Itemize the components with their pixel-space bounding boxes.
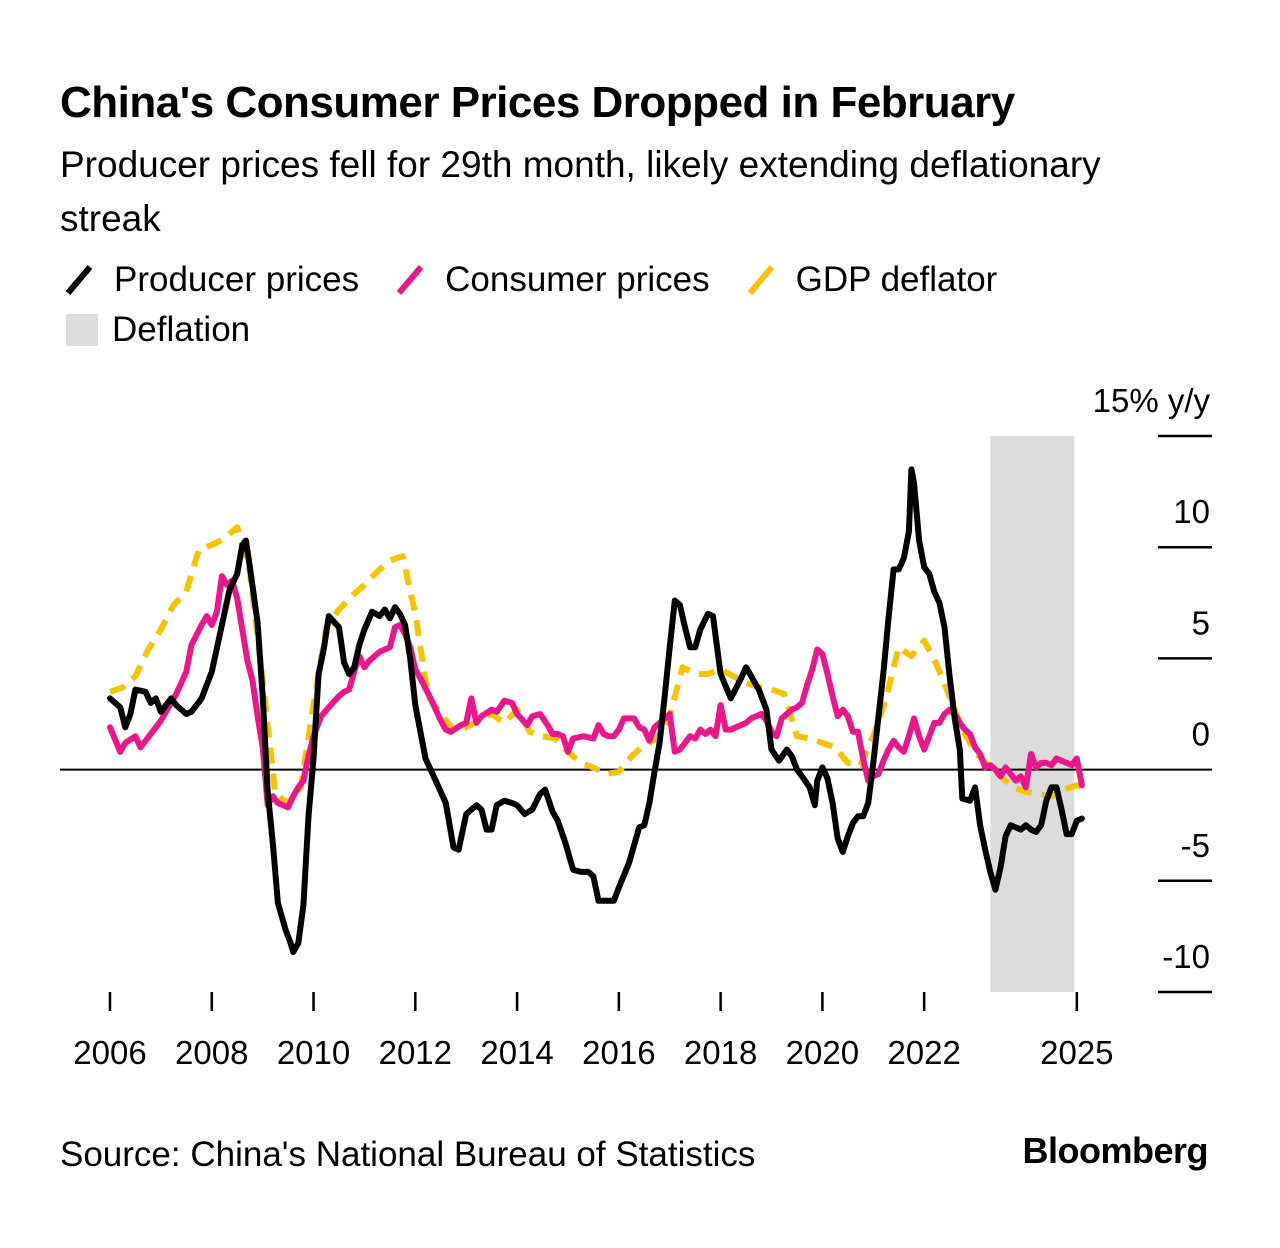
y-axis-ticks: -10 -5 0 5 10 15% y/y [1093,382,1211,975]
x-tick-label: 2020 [786,1034,859,1071]
legend-line-icon [65,265,93,295]
x-tick-label: 2010 [277,1034,350,1071]
y-gridline-layer [1158,434,1212,994]
legend-line-icon [396,265,424,295]
legend-item-deflation: Deflation [60,310,250,350]
legend: Producer prices Consumer prices GDP defl… [60,255,1160,355]
y-tick-label: 5 [1192,604,1210,641]
legend-line-icon [747,265,774,295]
legend-label-gdp-deflator: GDP deflator [795,260,998,299]
deflation-shading-layer [990,436,1075,992]
deflation-shade [990,436,1075,992]
x-tick-label: 2022 [887,1034,960,1071]
y-tick-label: 15% y/y [1093,382,1211,419]
series-layer [107,466,1085,955]
legend-swatch-icon [66,314,98,346]
series-line-ppi [107,466,1085,955]
bloomberg-logo: Bloomberg [1022,1130,1208,1171]
series-line-cpi [107,573,1085,811]
x-tick-label: 2008 [175,1034,248,1071]
series-line-gdp [108,524,1084,806]
chart-subtitle: Producer prices fell for 29th month, lik… [60,144,1101,239]
legend-item-gdp-deflator: GDP deflator [742,260,998,300]
x-tick-label: 2016 [582,1034,655,1071]
x-tick-label: 2006 [73,1034,146,1071]
x-tick-label: 2012 [379,1034,452,1071]
legend-item-producer-prices: Producer prices [60,260,359,300]
x-tick-label: 2018 [684,1034,757,1071]
legend-label-producer-prices: Producer prices [114,260,360,299]
x-axis-ticks: 2006 2008 2010 2012 2014 2016 2018 2020 2022 2025 [73,992,1114,1071]
x-tick-label: 2025 [1040,1034,1113,1071]
legend-label-deflation: Deflation [112,310,251,349]
source-note: Source: China's National Bureau of Stati… [60,1135,756,1174]
y-tick-label: -5 [1181,827,1210,864]
legend-label-consumer-prices: Consumer prices [445,260,710,299]
legend-row-1: Producer prices Consumer prices GDP defl… [60,255,1160,305]
y-tick-label: 0 [1192,716,1210,753]
legend-row-2: Deflation [60,305,1160,355]
chart-title: China's Consumer Prices Dropped in Febru… [60,78,1015,127]
y-tick-label: 10 [1173,493,1210,530]
y-tick-label: -10 [1162,938,1210,975]
legend-item-consumer-prices: Consumer prices [391,260,710,300]
x-tick-label: 2014 [480,1034,553,1071]
